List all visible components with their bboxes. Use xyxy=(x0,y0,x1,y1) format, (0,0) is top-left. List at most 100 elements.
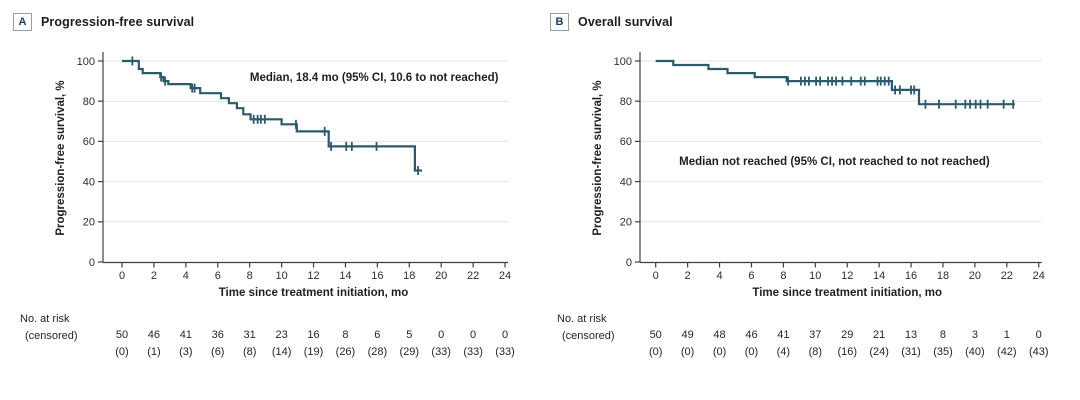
x-tick-label: 22 xyxy=(1001,270,1013,282)
x-tick-label: 18 xyxy=(937,270,949,282)
risk-count: 21 xyxy=(873,329,885,341)
x-tick-label: 18 xyxy=(403,270,415,282)
panel-overall-survival: B Overall survival 0 20 40 60 80 100 0 2 4 6 8 10 12… xyxy=(537,0,1080,400)
risk-count: 0 xyxy=(1036,329,1042,341)
x-tick-label: 0 xyxy=(119,270,125,282)
risk-censored-count: (24) xyxy=(869,346,889,358)
risk-count: 8 xyxy=(940,329,946,341)
risk-count: 29 xyxy=(841,329,853,341)
y-tick-label: 40 xyxy=(620,176,632,188)
x-tick-label: 16 xyxy=(905,270,917,282)
risk-censored-count: (6) xyxy=(211,346,224,358)
risk-label-line2: (censored) xyxy=(25,330,78,342)
risk-censored-count: (26) xyxy=(336,346,356,358)
risk-censored-count: (16) xyxy=(837,346,857,358)
risk-censored-count: (0) xyxy=(115,346,128,358)
x-tick-label: 2 xyxy=(151,270,157,282)
x-tick-label: 22 xyxy=(467,270,479,282)
risk-count: 0 xyxy=(438,329,444,341)
risk-censored-count: (0) xyxy=(681,346,694,358)
risk-censored-count: (8) xyxy=(243,346,256,358)
y-tick-label: 100 xyxy=(614,56,632,68)
risk-count: 16 xyxy=(307,329,319,341)
panel-a-header: A Progression-free survival xyxy=(13,13,194,31)
risk-count: 41 xyxy=(777,329,789,341)
x-tick-label: 16 xyxy=(371,270,383,282)
x-tick-label: 20 xyxy=(435,270,447,282)
x-axis-title: Time since treatment initiation, mo xyxy=(752,287,942,299)
y-tick-label: 80 xyxy=(83,96,95,108)
panel-b-label-box: B xyxy=(550,13,569,31)
x-axis-title: Time since treatment initiation, mo xyxy=(219,287,409,299)
y-tick-label: 80 xyxy=(620,96,632,108)
x-tick-label: 8 xyxy=(780,270,786,282)
risk-censored-count: (33) xyxy=(463,346,483,358)
risk-censored-count: (42) xyxy=(997,346,1017,358)
km-curve xyxy=(655,59,1015,106)
x-tick-label: 24 xyxy=(1033,270,1045,282)
risk-censored-count: (40) xyxy=(965,346,985,358)
x-tick-label: 10 xyxy=(275,270,287,282)
risk-censored-count: (33) xyxy=(431,346,451,358)
risk-count: 1 xyxy=(1004,329,1010,341)
risk-censored-count: (29) xyxy=(399,346,419,358)
risk-censored-count: (3) xyxy=(179,346,192,358)
risk-count: 41 xyxy=(180,329,192,341)
x-tick-label: 12 xyxy=(841,270,853,282)
y-tick-label: 60 xyxy=(620,136,632,148)
median-annotation: Median, 18.4 mo (95% CI, 10.6 to not rea… xyxy=(250,72,499,84)
x-tick-label: 24 xyxy=(499,270,511,282)
risk-label-line1: No. at risk xyxy=(557,313,607,325)
x-tick-label: 12 xyxy=(307,270,319,282)
risk-count: 49 xyxy=(681,329,693,341)
x-tick-label: 14 xyxy=(339,270,351,282)
risk-label-line2: (censored) xyxy=(562,330,615,342)
risk-censored-count: (33) xyxy=(495,346,515,358)
panel-a-label-box: A xyxy=(13,13,32,31)
risk-count: 13 xyxy=(905,329,917,341)
risk-censored-count: (28) xyxy=(368,346,388,358)
x-tick-label: 2 xyxy=(685,270,691,282)
risk-censored-count: (14) xyxy=(272,346,292,358)
x-tick-label: 6 xyxy=(215,270,221,282)
y-axis-title: Progression-free survival, % xyxy=(55,80,67,235)
panel-b-title: Overall survival xyxy=(578,15,673,29)
risk-count: 6 xyxy=(374,329,380,341)
risk-censored-count: (43) xyxy=(1029,346,1049,358)
risk-censored-count: (0) xyxy=(745,346,758,358)
risk-count: 50 xyxy=(650,329,662,341)
y-tick-label: 20 xyxy=(83,217,95,229)
risk-count: 36 xyxy=(212,329,224,341)
risk-censored-count: (31) xyxy=(901,346,921,358)
risk-count: 46 xyxy=(745,329,757,341)
x-tick-label: 8 xyxy=(247,270,253,282)
median-annotation: Median not reached (95% CI, not reached … xyxy=(679,156,990,168)
x-tick-label: 6 xyxy=(748,270,754,282)
x-tick-label: 0 xyxy=(653,270,659,282)
risk-censored-count: (4) xyxy=(777,346,790,358)
y-tick-label: 0 xyxy=(89,257,95,269)
risk-count: 50 xyxy=(116,329,128,341)
risk-censored-count: (1) xyxy=(147,346,160,358)
x-tick-label: 20 xyxy=(969,270,981,282)
risk-count: 37 xyxy=(809,329,821,341)
risk-censored-count: (8) xyxy=(809,346,822,358)
risk-censored-count: (19) xyxy=(304,346,324,358)
y-tick-label: 40 xyxy=(83,176,95,188)
x-tick-label: 10 xyxy=(809,270,821,282)
x-tick-label: 14 xyxy=(873,270,885,282)
risk-censored-count: (0) xyxy=(713,346,726,358)
risk-count: 48 xyxy=(713,329,725,341)
risk-censored-count: (0) xyxy=(649,346,662,358)
panel-b-header: B Overall survival xyxy=(550,13,673,31)
risk-count: 23 xyxy=(275,329,287,341)
x-tick-label: 4 xyxy=(183,270,189,282)
risk-count: 8 xyxy=(342,329,348,341)
risk-count: 3 xyxy=(972,329,978,341)
y-tick-label: 0 xyxy=(626,257,632,269)
risk-count: 0 xyxy=(502,329,508,341)
y-tick-label: 60 xyxy=(83,136,95,148)
